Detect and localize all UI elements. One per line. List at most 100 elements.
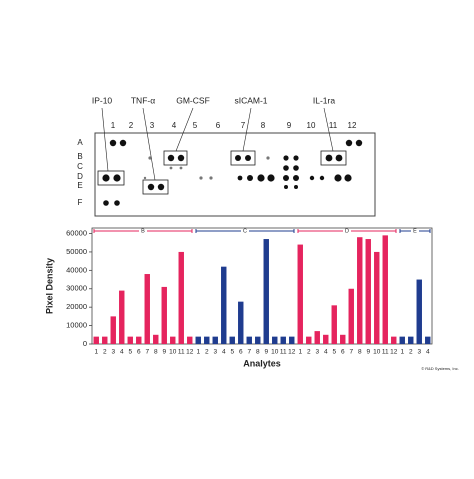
column-label: 6 (216, 121, 221, 130)
x-tick-label: 11 (382, 349, 389, 356)
x-tick-label: 4 (426, 349, 430, 356)
x-tick-label: 6 (239, 349, 243, 356)
array-spot (169, 166, 173, 170)
bar (289, 336, 295, 344)
array-spot (245, 155, 251, 161)
y-tick-label: 0 (83, 339, 87, 348)
row-label: C (77, 162, 83, 171)
x-tick-label: 12 (186, 349, 194, 356)
bar (365, 239, 371, 344)
bar (297, 244, 303, 344)
bar (357, 237, 363, 344)
array-spot (179, 166, 183, 170)
array-spot (209, 176, 213, 180)
x-tick-label: 3 (213, 349, 217, 356)
array-spot (103, 200, 109, 206)
array-spot (148, 156, 152, 160)
x-tick-label: 10 (169, 349, 177, 356)
x-tick-label: 4 (222, 349, 226, 356)
bar (374, 251, 380, 344)
array-spot (247, 175, 253, 181)
array-spot (199, 176, 203, 180)
callout-leader (323, 107, 334, 152)
legend-label: B (141, 228, 145, 234)
bar (153, 334, 159, 344)
array-spot (344, 174, 352, 182)
x-tick-label: 9 (366, 349, 370, 356)
column-label: 12 (348, 121, 357, 130)
bar (382, 235, 388, 344)
bar (306, 336, 312, 344)
x-axis-label: Analytes (243, 358, 281, 368)
callout-box (97, 170, 125, 186)
x-tick-label: 8 (256, 349, 260, 356)
array-spot (157, 183, 165, 191)
callout-box (142, 179, 169, 195)
x-tick-label: 1 (94, 349, 98, 356)
column-label: 9 (287, 121, 292, 130)
x-tick-label: 7 (145, 349, 149, 356)
array-spot (143, 176, 147, 180)
legend-label: D (345, 228, 349, 234)
bar (93, 336, 99, 344)
x-tick-label: 8 (154, 349, 158, 356)
column-label: 3 (150, 121, 155, 130)
array-spot (309, 175, 315, 181)
x-tick-label: 2 (307, 349, 311, 356)
x-tick-label: 9 (264, 349, 268, 356)
bar (127, 336, 133, 344)
bar (187, 336, 193, 344)
array-spot (283, 155, 289, 161)
callout-label: GM-CSF (176, 95, 210, 105)
array-spot (235, 155, 241, 161)
callout-leader (142, 107, 156, 181)
column-label: 8 (261, 121, 266, 130)
bar (221, 266, 227, 344)
y-tick-label: 20000 (66, 302, 87, 311)
bar (314, 331, 320, 344)
bar (195, 336, 201, 344)
bar (391, 336, 397, 344)
x-tick-label: 11 (178, 349, 185, 356)
bar (272, 336, 278, 344)
x-tick-label: 7 (349, 349, 353, 356)
array-spot (325, 154, 333, 162)
array-spot (167, 154, 175, 162)
x-tick-label: 1 (400, 349, 404, 356)
x-tick-label: 2 (103, 349, 107, 356)
array-spot (335, 154, 343, 162)
bar (178, 251, 184, 344)
array-spot (293, 165, 299, 171)
array-spot (284, 185, 288, 189)
row-label: F (78, 198, 83, 207)
column-label: 4 (172, 121, 177, 130)
column-label: 10 (307, 121, 316, 130)
callout-box (320, 150, 347, 166)
x-tick-label: 5 (128, 349, 132, 356)
array-spot (119, 139, 127, 147)
bar (238, 301, 244, 344)
column-label: 11 (329, 121, 338, 130)
row-label: B (77, 152, 82, 161)
x-tick-label: 1 (298, 349, 302, 356)
array-spot (114, 200, 120, 206)
array-spot (147, 183, 155, 191)
credit: © R&D Systems, Inc. (421, 366, 459, 371)
callout-label: IP-10 (92, 95, 113, 105)
bar (348, 288, 354, 344)
bar (255, 336, 261, 344)
callout-leader (175, 107, 194, 152)
x-tick-label: 3 (417, 349, 421, 356)
array-spot (294, 185, 298, 189)
x-tick-label: 3 (315, 349, 319, 356)
bar (119, 290, 125, 344)
y-tick-label: 50000 (66, 247, 87, 256)
callout-leader (101, 107, 109, 172)
array-spot (283, 175, 289, 181)
bar (246, 336, 252, 344)
array-spot (102, 174, 110, 182)
column-label: 5 (193, 121, 198, 130)
bar (110, 316, 116, 344)
array-spot (267, 174, 275, 182)
array-spot (319, 175, 325, 181)
